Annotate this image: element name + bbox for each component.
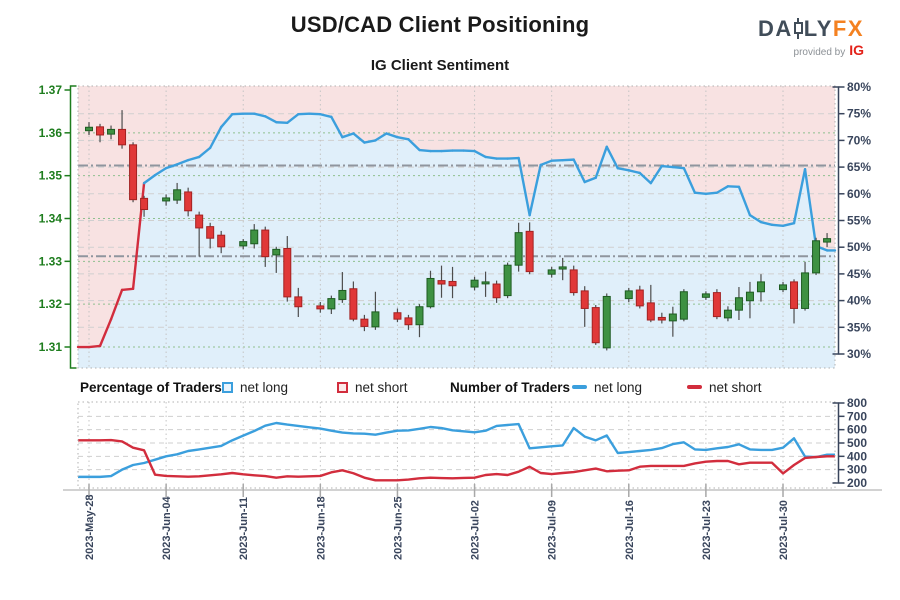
provided-by-line: provided by IG (758, 43, 864, 58)
svg-text:1.31: 1.31 (39, 340, 63, 354)
net-short-label: net short (355, 379, 408, 395)
sentiment-background-fills (78, 86, 835, 368)
net-long-line-swatch (572, 385, 587, 389)
date-axis-bottom: 2023-May-28 2023-Jun-04 2023-Jun-11 2023-Ju… (63, 484, 882, 560)
net-short-line-swatch (687, 385, 702, 389)
svg-text:300: 300 (847, 463, 867, 477)
legend-num-net-short: net short (687, 377, 762, 397)
svg-text:35%: 35% (847, 320, 871, 334)
x-tick-label: 2023-Jul-02 (470, 500, 482, 560)
svg-text:600: 600 (847, 423, 867, 437)
x-tick-label: 2023-Jul-30 (778, 500, 790, 560)
brand-accent: FX (832, 16, 864, 41)
x-tick-label: 2023-Jun-04 (161, 496, 173, 560)
net-long-label: net long (594, 379, 643, 395)
x-tick-label: 2023-Jul-09 (547, 500, 559, 560)
main-plot-border (77, 85, 836, 369)
legend-pct-group-title: Percentage of Traders (80, 379, 222, 395)
x-tick-label: 2023-Jun-18 (315, 496, 327, 560)
candlestick-icon (794, 18, 804, 39)
traders-net_long-line (78, 421, 835, 479)
x-tick-label: 2023-Jun-25 (392, 496, 404, 560)
svg-text:1.36: 1.36 (39, 126, 63, 140)
svg-text:800: 800 (847, 396, 867, 410)
dailyfx-wordmark: DA LYFX (758, 18, 864, 40)
svg-text:1.35: 1.35 (39, 169, 63, 183)
ig-logo: IG (849, 42, 864, 58)
legend-num-group-title: Number of Traders (450, 379, 571, 395)
legend-pct-net-long: net long (222, 377, 288, 397)
x-tick-label: 2023-Jun-11 (238, 497, 250, 560)
svg-text:30%: 30% (847, 347, 871, 361)
chart-legend: Percentage of Traders net long net short… (78, 377, 838, 397)
price-axis-left: 1.37 1.36 1.35 1.34 1.33 1.32 1.31 (39, 83, 77, 369)
svg-text:75%: 75% (847, 107, 871, 121)
svg-text:55%: 55% (847, 214, 871, 228)
x-tick-label: 2023-May-28 (84, 495, 96, 560)
main-gridlines (78, 86, 835, 368)
svg-text:40%: 40% (847, 294, 871, 308)
net-short-label: net short (709, 379, 762, 395)
svg-text:1.37: 1.37 (39, 83, 63, 97)
brand-suffix: LY (803, 16, 833, 41)
svg-text:400: 400 (847, 449, 867, 463)
dailyfx-logo: DA LYFX provided by IG (758, 18, 864, 58)
x-tick-label: 2023-Jul-16 (624, 500, 636, 560)
svg-text:80%: 80% (847, 80, 871, 94)
svg-text:1.34: 1.34 (39, 212, 63, 226)
svg-text:60%: 60% (847, 187, 871, 201)
net-long-label: net long (240, 379, 289, 395)
svg-text:45%: 45% (847, 267, 871, 281)
svg-text:65%: 65% (847, 160, 871, 174)
traders-net_short-line (78, 438, 835, 482)
legend-pct-net-short: net short (337, 377, 408, 397)
page-title: USD/CAD Client Positioning (290, 12, 590, 37)
net-short-square-swatch (337, 381, 348, 393)
net-long-square-swatch (222, 381, 233, 393)
svg-text:70%: 70% (847, 133, 871, 147)
usdcad-candlesticks (85, 110, 832, 351)
svg-text:700: 700 (847, 409, 867, 423)
legend-num-net-long: net long (572, 377, 642, 397)
svg-text:200: 200 (847, 476, 867, 490)
svg-text:50%: 50% (847, 240, 871, 254)
provided-by-text: provided by (793, 47, 846, 58)
svg-text:1.33: 1.33 (39, 254, 63, 268)
svg-text:1.32: 1.32 (39, 297, 63, 311)
percent-axis-right: 80% 75% 70% 65% 60% 55% 50% 45% 40% 35% 30% (832, 80, 871, 361)
number-of-traders-chart (77, 401, 836, 489)
x-tick-label: 2023-Jul-23 (701, 500, 713, 560)
page-subtitle: IG Client Sentiment (370, 57, 510, 74)
svg-text:500: 500 (847, 436, 867, 450)
brand-prefix: DA (758, 16, 793, 41)
